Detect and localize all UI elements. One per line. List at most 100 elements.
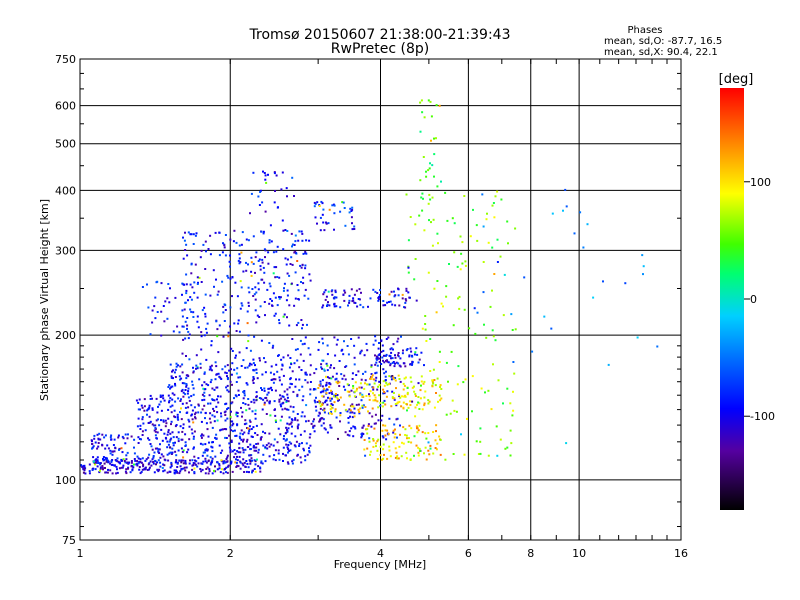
- echo-point: [180, 468, 183, 471]
- echo-point: [435, 311, 438, 314]
- echo-point: [301, 442, 303, 445]
- echo-point: [270, 386, 273, 389]
- echo-point: [304, 267, 307, 270]
- echo-point: [139, 472, 142, 475]
- echo-point: [377, 347, 380, 350]
- echo-point: [299, 353, 302, 356]
- echo-point: [192, 437, 195, 440]
- echo-point: [272, 344, 275, 347]
- echo-point: [226, 454, 229, 457]
- echo-point: [413, 454, 415, 457]
- echo-point: [274, 419, 277, 422]
- echo-point: [374, 413, 377, 416]
- echo-point: [130, 461, 133, 464]
- echo-point: [182, 427, 185, 430]
- echo-point: [377, 438, 380, 441]
- echo-point: [168, 301, 171, 304]
- echo-point: [445, 295, 448, 298]
- echo-point: [424, 446, 427, 449]
- echo-point: [155, 463, 157, 466]
- echo-point: [338, 381, 341, 384]
- echo-point: [333, 336, 336, 339]
- echo-point: [127, 462, 130, 465]
- echo-point: [347, 417, 350, 419]
- echo-point: [398, 304, 401, 307]
- echo-point: [298, 230, 301, 233]
- echo-point: [199, 442, 202, 445]
- echo-point: [396, 436, 398, 439]
- echo-point: [351, 411, 354, 414]
- echo-point: [346, 410, 349, 413]
- echo-point: [181, 352, 184, 355]
- echo-point: [393, 423, 396, 426]
- echo-point: [344, 366, 347, 368]
- echo-point: [394, 304, 397, 307]
- echo-point: [321, 379, 324, 382]
- echo-point: [197, 403, 200, 406]
- echo-point: [336, 338, 339, 341]
- echo-point: [235, 241, 238, 244]
- echo-point: [355, 289, 358, 292]
- echo-point: [124, 442, 127, 445]
- echo-point: [83, 469, 86, 472]
- echo-point: [103, 462, 106, 465]
- echo-point: [183, 382, 186, 385]
- echo-point: [175, 469, 178, 472]
- echo-point: [199, 468, 202, 470]
- echo-point: [326, 303, 329, 306]
- echo-point: [418, 424, 421, 427]
- echo-point: [390, 290, 393, 293]
- echo-point: [293, 195, 295, 197]
- echo-point: [222, 311, 225, 314]
- y-axis-label: Stationary phase Virtual Height [km]: [38, 199, 51, 401]
- echo-point: [322, 422, 325, 425]
- echo-point: [289, 377, 292, 380]
- echo-point: [321, 403, 324, 406]
- echo-point: [333, 367, 336, 370]
- echo-point: [374, 372, 377, 375]
- echo-point: [642, 273, 644, 276]
- echo-point: [464, 264, 467, 267]
- echo-point: [448, 263, 450, 265]
- echo-point: [258, 316, 261, 318]
- echo-point: [409, 347, 412, 350]
- echo-point: [303, 294, 306, 297]
- echo-point: [418, 358, 421, 361]
- echo-point: [309, 279, 312, 282]
- echo-point: [144, 429, 147, 432]
- echo-point: [322, 293, 325, 296]
- echo-point: [438, 104, 441, 107]
- echo-point: [297, 423, 300, 426]
- echo-point: [252, 262, 255, 265]
- echo-point: [183, 239, 186, 242]
- echo-point: [181, 388, 184, 391]
- echo-point: [230, 441, 233, 443]
- echo-point: [241, 231, 244, 234]
- echo-point: [359, 352, 362, 355]
- echo-point: [362, 404, 365, 407]
- echo-point: [304, 288, 307, 291]
- echo-point: [164, 300, 167, 303]
- echo-point: [301, 327, 303, 330]
- echo-point: [200, 335, 203, 338]
- echo-point: [214, 361, 217, 364]
- echo-point: [225, 458, 228, 460]
- echo-point: [219, 471, 222, 474]
- echo-point: [283, 435, 285, 437]
- echo-point: [189, 233, 192, 236]
- echo-point: [141, 430, 144, 433]
- echo-point: [166, 317, 169, 320]
- echo-point: [272, 272, 275, 275]
- echo-point: [419, 130, 422, 133]
- echo-point: [201, 309, 204, 312]
- echo-point: [170, 464, 173, 467]
- echo-point: [301, 232, 304, 235]
- echo-point: [269, 371, 272, 374]
- echo-point: [257, 448, 260, 451]
- echo-point: [188, 420, 191, 423]
- echo-point: [263, 301, 266, 303]
- echo-point: [159, 456, 162, 459]
- echo-point: [261, 258, 264, 261]
- echo-point: [160, 428, 163, 431]
- echo-point: [474, 332, 477, 335]
